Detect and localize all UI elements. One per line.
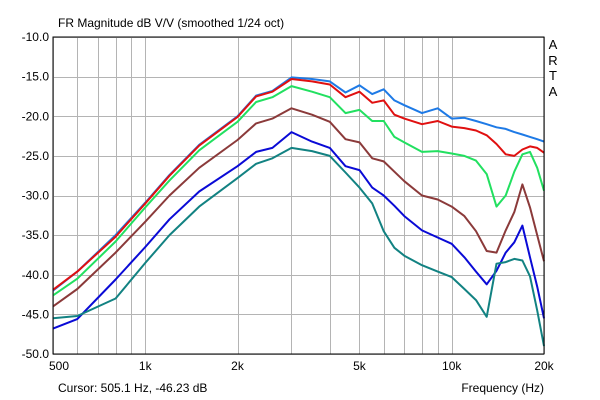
series-group xyxy=(52,76,545,347)
y-tick-label: -40.0 xyxy=(22,268,50,282)
watermark-letter: T xyxy=(549,68,557,83)
series-line-5 xyxy=(52,131,545,330)
watermark-letter: A xyxy=(548,83,558,99)
y-tick-label: -15.0 xyxy=(22,70,50,84)
x-tick-label: 2k xyxy=(231,359,245,373)
series-line-4 xyxy=(52,107,545,308)
x-tick-label: 500 xyxy=(49,359,69,373)
plot-frame xyxy=(52,36,545,355)
y-tick-label: -30.0 xyxy=(22,189,50,203)
cursor-readout: Cursor: 505.1 Hz, -46.23 dB xyxy=(58,381,208,395)
y-tick-label: -50.0 xyxy=(22,347,50,361)
y-tick-label: -25.0 xyxy=(22,149,50,163)
y-tick-label: -20.0 xyxy=(22,109,50,123)
series-line-6 xyxy=(52,146,545,347)
series-line-3 xyxy=(52,85,545,297)
x-tick-label: 1k xyxy=(139,359,153,373)
arta-watermark: A R T A xyxy=(547,37,559,99)
x-tick-label: 10k xyxy=(442,359,462,373)
plot-area[interactable] xyxy=(52,36,545,355)
y-axis: -10.0 -15.0 -20.0 -25.0 -30.0 -35.0 -40.0 -45.0… xyxy=(22,30,50,361)
y-tick-label: -45.0 xyxy=(22,307,50,321)
x-axis: 500 1k 2k 5k 10k 20k xyxy=(49,359,555,373)
series-line-2 xyxy=(52,78,545,291)
chart-title: FR Magnitude dB V/V (smoothed 1/24 oct) xyxy=(58,16,285,30)
y-tick-label: -35.0 xyxy=(22,228,50,242)
watermark-letter: R xyxy=(548,52,558,68)
y-tick-label: -10.0 xyxy=(22,30,50,44)
x-tick-label: 20k xyxy=(534,359,554,373)
watermark-letter: A xyxy=(548,37,558,52)
x-axis-label: Frequency (Hz) xyxy=(461,381,544,395)
x-tick-label: 5k xyxy=(353,359,367,373)
